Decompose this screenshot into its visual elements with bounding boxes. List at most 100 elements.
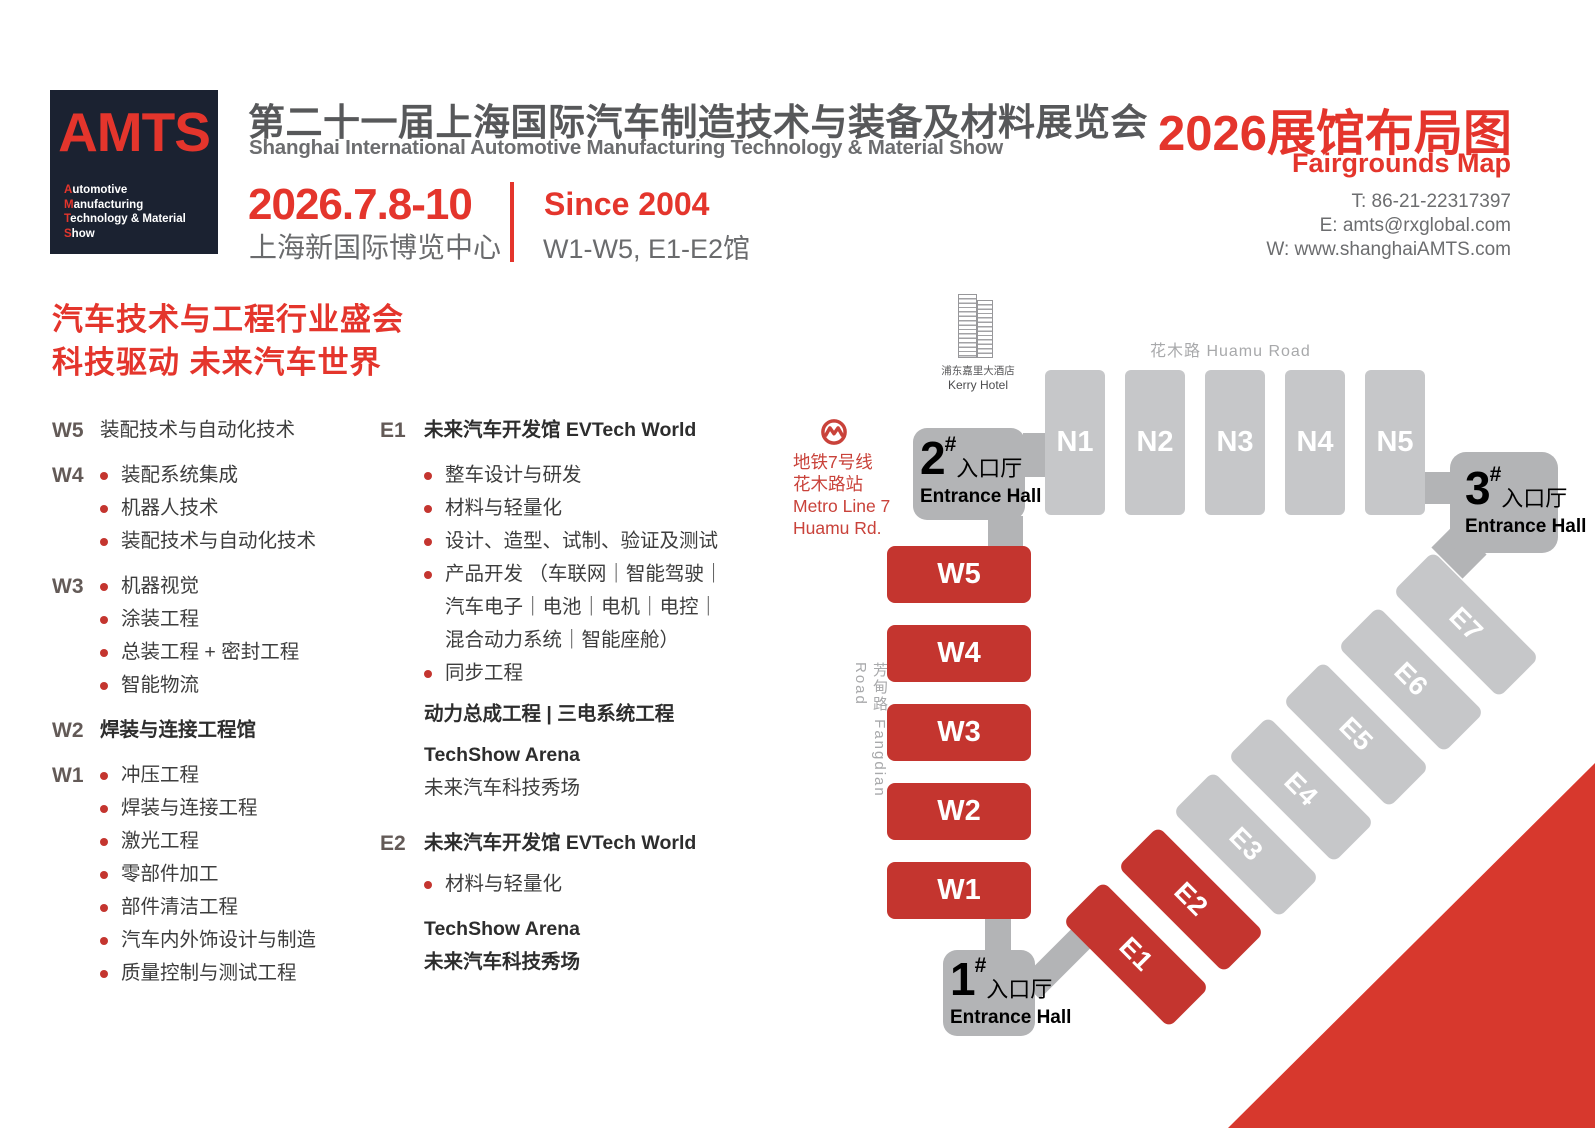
tagline: 汽车技术与工程行业盛会 科技驱动 未来汽车世界 bbox=[52, 298, 404, 384]
list-item: 零部件加工 bbox=[100, 858, 372, 891]
hall-code: W1 bbox=[52, 764, 84, 787]
show-date: 2026.7.8-10 bbox=[248, 180, 473, 229]
list-item: 涂装工程 bbox=[100, 603, 372, 636]
contact-tel: T: 86-21-22317397 bbox=[1351, 191, 1511, 212]
contact-web: W: www.shanghaiAMTS.com bbox=[1266, 239, 1511, 260]
since-label: Since 2004 bbox=[544, 186, 710, 222]
bullet-icon bbox=[100, 805, 108, 813]
road-connector bbox=[1023, 433, 1049, 477]
entrance-label-en: Entrance Hall bbox=[1465, 516, 1587, 537]
hall-title: 装配技术与自动化技术 bbox=[100, 419, 296, 441]
hall-title: 焊装与连接工程馆 bbox=[100, 719, 257, 741]
map-hall-n: N5 bbox=[1365, 370, 1425, 515]
amts-logo-acronym: AMTS bbox=[58, 101, 211, 163]
hall-section-w1: W1 冲压工程 焊装与连接工程 激光工程 零部件加工 部件清洁工程 汽车内外饰设… bbox=[52, 759, 372, 990]
entrance-hall-3: 3 # 入口厅 Entrance Hall bbox=[1450, 452, 1587, 553]
north-halls: N1 N2 N3 N4 N5 bbox=[1045, 370, 1425, 515]
contact-email: E: amts@rxglobal.com bbox=[1319, 215, 1511, 236]
hotel-building-icon bbox=[956, 292, 1000, 360]
hall-code: W3 bbox=[52, 575, 84, 598]
bullet-icon bbox=[424, 505, 432, 513]
bullet-icon bbox=[100, 649, 108, 657]
bullet-icon bbox=[424, 571, 432, 579]
contact-block: T: 86-21-22317397 E: amts@rxglobal.com W… bbox=[1266, 190, 1511, 262]
bullet-icon bbox=[100, 505, 108, 513]
halls-range: W1-W5, E1-E2馆 bbox=[543, 234, 751, 264]
hall-section-w5: W5 装配技术与自动化技术 bbox=[52, 414, 372, 447]
map-hall-w: W2 bbox=[887, 783, 1031, 840]
amts-logo-word: Show bbox=[64, 227, 95, 240]
hall-title: 未来汽车开发馆 EVTech World bbox=[424, 832, 697, 854]
bullet-icon bbox=[424, 538, 432, 546]
fangdian-road-label: 芳甸路 Fangdian Road bbox=[852, 662, 888, 798]
map-title-en: Fairgrounds Map bbox=[1291, 148, 1511, 178]
bullet-icon bbox=[424, 670, 432, 678]
list-item: 产品开发 （车联网｜智能驾驶｜汽车电子｜电池｜电机｜电控｜混合动力系统｜智能座舱… bbox=[424, 558, 730, 657]
bullet-icon bbox=[100, 538, 108, 546]
hall-code: W2 bbox=[52, 719, 84, 742]
bullet-icon bbox=[100, 616, 108, 624]
bullet-icon bbox=[424, 881, 432, 889]
bullet-icon bbox=[100, 583, 108, 591]
huamu-road-label: 花木路 Huamu Road bbox=[1150, 343, 1311, 360]
list-item: 设计、造型、试制、验证及测试 bbox=[424, 525, 730, 558]
hall-code: E2 bbox=[380, 832, 406, 855]
list-item: 质量控制与测试工程 bbox=[100, 957, 372, 990]
hotel-tower bbox=[977, 300, 993, 358]
kerry-hotel: 浦东嘉里大酒店 Kerry Hotel bbox=[926, 292, 1030, 392]
list-item: 装配技术与自动化技术 bbox=[100, 525, 372, 558]
hall-section-w3: W3 机器视觉 涂装工程 总装工程 + 密封工程 智能物流 bbox=[52, 570, 372, 702]
show-title-en: Shanghai International Automotive Manufa… bbox=[249, 136, 1004, 159]
techshow-arena-label: TechShow Arena bbox=[424, 918, 581, 940]
list-item: 总装工程 + 密封工程 bbox=[100, 636, 372, 669]
map-hall-w: W4 bbox=[887, 625, 1031, 682]
hash-mark: # bbox=[944, 433, 957, 456]
map-hall-n: N1 bbox=[1045, 370, 1105, 515]
hotel-name-en: Kerry Hotel bbox=[947, 378, 1009, 392]
list-item: 同步工程 bbox=[424, 657, 730, 690]
bullet-icon bbox=[100, 472, 108, 480]
hotel-name-cn: 浦东嘉里大酒店 bbox=[941, 365, 1015, 377]
road-connector bbox=[988, 516, 1023, 550]
techshow-arena-cn: 未来汽车科技秀场 bbox=[424, 951, 581, 973]
metro-info-line: Metro Line 7 bbox=[793, 496, 891, 516]
hall-title: 未来汽车开发馆 EVTech World bbox=[424, 419, 697, 441]
techshow-arena-label: TechShow Arena bbox=[424, 744, 581, 766]
map-hall-w: W1 bbox=[887, 862, 1031, 919]
list-item: 整车设计与研发 bbox=[424, 459, 730, 492]
bullet-icon bbox=[100, 904, 108, 912]
entrance-number: 3 # 入口厅 bbox=[1465, 462, 1568, 514]
hall-section-e1: E1 未来汽车开发馆 EVTech World 整车设计与研发 材料与轻量化 设… bbox=[380, 414, 730, 805]
hall-list-left-column: W5 装配技术与自动化技术 W4 装配系统集成 机器人技术 装配技术与自动化技术… bbox=[52, 414, 372, 990]
bullet-icon bbox=[100, 682, 108, 690]
amts-logo-word: Technology & Material bbox=[64, 213, 186, 225]
list-item: 机器人技术 bbox=[100, 492, 372, 525]
hotel-tower bbox=[958, 294, 977, 358]
tagline-line1: 汽车技术与工程行业盛会 bbox=[52, 302, 404, 337]
map-hall-n: N2 bbox=[1125, 370, 1185, 515]
entrance-hall-1: 1 # 入口厅 Entrance Hall bbox=[943, 950, 1071, 1036]
techshow-arena-cn: 未来汽车科技秀场 bbox=[424, 777, 581, 799]
hall-code: E1 bbox=[380, 419, 406, 442]
metro-info-line: Huamu Rd. bbox=[793, 518, 882, 538]
tagline-line2: 科技驱动 未来汽车世界 bbox=[52, 345, 382, 380]
road-connector bbox=[985, 918, 1011, 952]
hall-list-mid-column: E1 未来汽车开发馆 EVTech World 整车设计与研发 材料与轻量化 设… bbox=[380, 414, 730, 979]
bullet-icon bbox=[100, 838, 108, 846]
metro-info-line: 花木路站 bbox=[793, 474, 863, 494]
entrance-label-en: Entrance Hall bbox=[920, 486, 1042, 507]
powertrain-label: 动力总成工程 | 三电系统工程 bbox=[424, 703, 675, 725]
list-item: 冲压工程 bbox=[100, 759, 372, 792]
entrance-hall-2: 2 # 入口厅 Entrance Hall bbox=[913, 428, 1042, 520]
hall-code: W5 bbox=[52, 419, 84, 442]
hash-mark: # bbox=[974, 954, 987, 977]
bullet-icon bbox=[424, 472, 432, 480]
list-item: 材料与轻量化 bbox=[424, 492, 730, 525]
road-connector bbox=[1422, 472, 1452, 504]
hash-mark: # bbox=[1489, 463, 1502, 486]
hall-section-w4: W4 装配系统集成 机器人技术 装配技术与自动化技术 bbox=[52, 459, 372, 558]
metro-info: 地铁7号线 花木路站 Metro Line 7 Huamu Rd. bbox=[793, 418, 890, 539]
map-title-cn: 2026展馆布局图 bbox=[1157, 107, 1512, 161]
header-divider bbox=[510, 182, 514, 262]
